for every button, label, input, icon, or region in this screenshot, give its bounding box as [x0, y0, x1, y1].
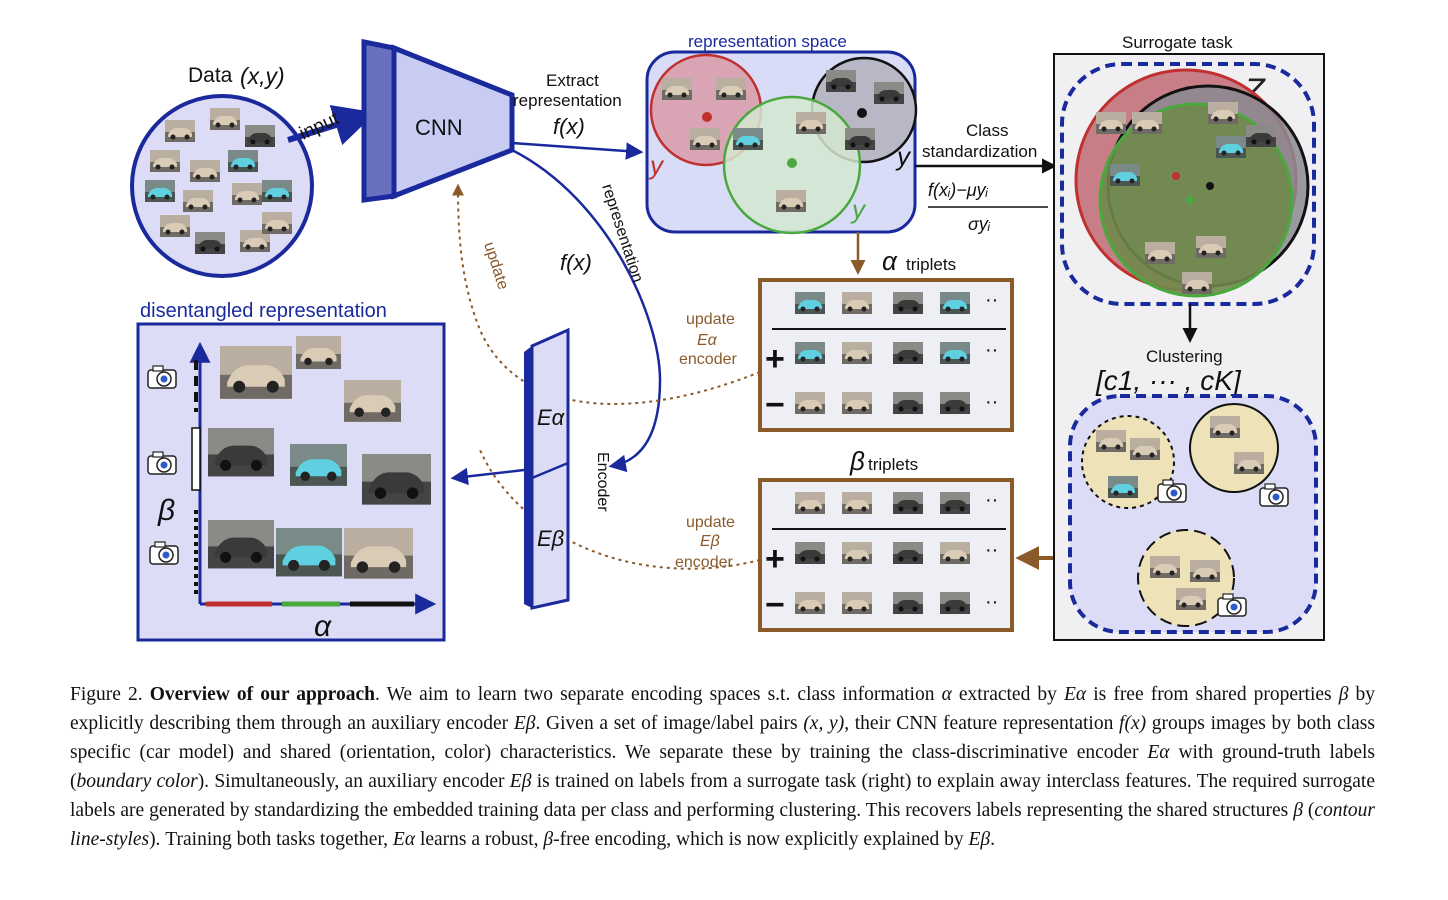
camera-icon-cluster-2 [1259, 483, 1289, 507]
y-label-green: y [850, 194, 867, 224]
extract-label-2: representation [513, 91, 622, 110]
alpha-plus: + [765, 340, 785, 378]
input-arrow [287, 104, 377, 146]
camera-icon-cluster-3 [1217, 593, 1247, 617]
beta-plus: + [765, 540, 785, 578]
alpha-triplets-symbol: α [882, 246, 898, 276]
extract-label-1: Extract [546, 71, 599, 90]
alpha-row-dots-1: ·· [985, 289, 998, 311]
y-label-black: y [895, 141, 912, 171]
update-ealpha-label-3: encoder [679, 351, 737, 368]
beta-minus: − [765, 586, 785, 624]
input-label: input [296, 108, 343, 145]
standardization-denominator: σyᵢ [968, 214, 991, 234]
clustering-label: Clustering [1146, 347, 1223, 366]
beta-row-dots-2: ·· [985, 539, 998, 561]
figure-caption: Figure 2. Overview of our approach. We a… [70, 684, 1376, 850]
alpha-triplets-panel: ·· + ·· − ·· [758, 278, 1014, 432]
update-ealpha-label-1: update [686, 311, 735, 328]
alpha-row-dots-3: ·· [985, 391, 998, 413]
update-ealpha-label-2: Eα [697, 332, 718, 349]
data-label: Data [188, 64, 233, 87]
fx-label: f(x) [560, 250, 592, 275]
z-region [1060, 62, 1316, 306]
clusters-panel [1068, 394, 1318, 634]
update-vertical-label: update [480, 240, 511, 292]
alpha-triplets-label: triplets [906, 255, 956, 274]
cnn-block: CNN [361, 38, 515, 203]
update-ebeta-label-1: update [686, 514, 735, 531]
data-math: (x,y) [240, 63, 285, 89]
cnn-label: CNN [415, 115, 463, 140]
alpha-minus: − [765, 386, 785, 424]
encoder-vertical-label: Encoder [594, 452, 611, 512]
update-ebeta-label-3: encoder [675, 554, 733, 571]
cluster-3 [1137, 529, 1235, 627]
camera-icon-bottom [149, 541, 179, 565]
y-label-red: y [648, 150, 665, 180]
data-car-images [145, 108, 292, 254]
beta-axis-label: β [157, 494, 175, 527]
caption-figure-number: Figure 2. [70, 684, 143, 705]
beta-triplets-panel: ·· + ·· − ·· [758, 478, 1014, 632]
update-cnn-arrow [452, 183, 761, 405]
alpha-axis-label: α [314, 610, 332, 643]
encoder-output-arrow [450, 467, 525, 486]
alpha-row-dots-2: ·· [985, 339, 998, 361]
update-ebeta-label-2: Eβ [700, 533, 720, 550]
extract-fx: f(x) [553, 114, 585, 139]
camera-icon-cluster-1 [1157, 479, 1187, 503]
data-pool: Data (x,y) [130, 63, 314, 278]
caption-title: Overview of our approach [149, 684, 375, 705]
representation-space-label: representation space [688, 32, 847, 51]
standardization-label: standardization [922, 142, 1037, 161]
camera-icon-top [147, 365, 177, 389]
encoder-block: Eα Eβ Encoder [524, 327, 611, 610]
beta-row-dots-3: ·· [985, 591, 998, 613]
clusters-math: [c1, ··· , cK] [1095, 365, 1242, 396]
extract-arrow [511, 141, 644, 160]
e-beta-label: Eβ [537, 526, 565, 551]
update-cnn-arrow-2 [479, 449, 761, 570]
representation-space: representation space y y y [645, 32, 918, 235]
standardization-numerator: f(xᵢ)−μyᵢ [928, 180, 989, 200]
beta-row-dots-1: ·· [985, 489, 998, 511]
beta-triplets-label: triplets [868, 455, 918, 474]
camera-icon-middle [147, 451, 177, 475]
representation-arrow [511, 148, 662, 473]
surrogate-task-label: Surrogate task [1122, 33, 1233, 52]
disentangled-panel: disentangled representation α β [136, 300, 446, 643]
class-label: Class [966, 121, 1009, 140]
beta-triplets-symbol: β [849, 446, 865, 476]
e-alpha-label: Eα [537, 405, 566, 430]
overview-figure: Data (x,y) input CNN Extract representa [130, 32, 1325, 643]
disentangled-label: disentangled representation [140, 300, 387, 322]
